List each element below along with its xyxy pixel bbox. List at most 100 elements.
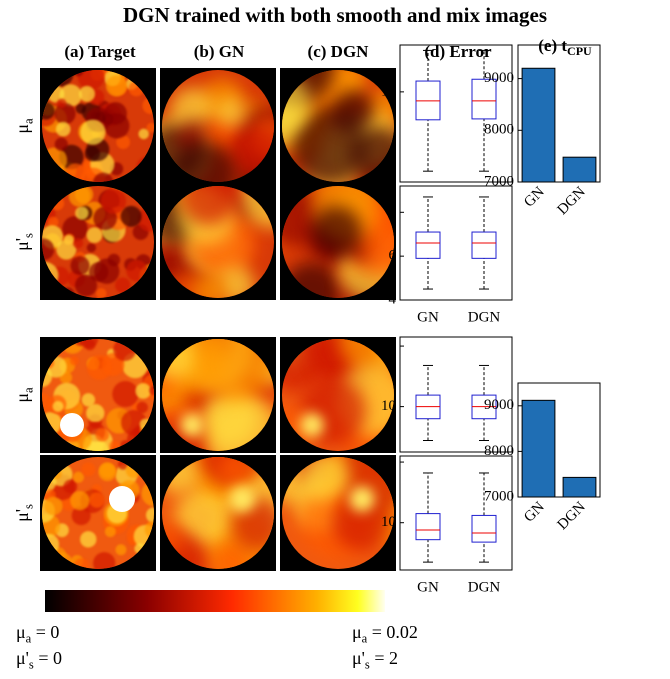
x-tick-label: DGN [468,309,501,325]
blob [94,258,120,284]
inclusion [300,413,324,437]
blob [93,172,114,182]
subscript: a [362,631,368,645]
blob [120,205,142,227]
blob [171,142,237,182]
subscript: a [21,118,35,124]
colorbar [45,590,385,612]
blob [95,428,110,442]
blob [71,506,91,526]
blob [42,392,53,416]
subscript: a [26,631,32,645]
blob [42,513,61,539]
symbol-label: μa = 0 [16,622,59,645]
blob [80,119,106,145]
bar [562,476,597,498]
bar [521,67,556,183]
box [471,78,497,120]
y-tick-label: 8 [389,204,397,220]
panel-frame [517,44,601,183]
symbol: μ [352,622,362,642]
blob [89,492,105,508]
y-tick-label: 8000 [484,122,514,138]
blob [146,122,154,133]
y-tick-label: 20 [381,338,396,354]
inclusion [109,486,135,512]
y-tick-label: 7000 [484,488,514,504]
blob [70,256,90,276]
blob [170,87,214,131]
heatmap [282,457,394,569]
y-tick-label: 5 [389,173,397,189]
blob [56,98,67,109]
subscript: s [21,504,35,509]
inclusion [180,413,204,437]
blob [86,243,97,253]
panel-frame [399,185,513,301]
panel-frame [399,44,513,183]
y-tick-label: 10 [381,83,396,99]
blob [145,507,154,523]
box [415,231,441,259]
symbol-rest: = 0 [34,648,62,668]
symbol-label: μa = 0.02 [352,622,418,645]
y-tick-label: 6 [389,248,397,264]
y-tick-label: 8000 [484,443,514,459]
blob [52,400,64,412]
inclusion [60,413,84,437]
blob [63,479,78,494]
panel-frame [399,455,513,571]
y-tick-label: 7000 [484,173,514,189]
blob [115,277,131,293]
x-tick-label: DGN [468,579,501,595]
blob [86,227,103,244]
blob [196,339,274,402]
title: DGN trained with both smooth and mix ima… [123,3,547,27]
blob [72,237,84,249]
symbol: μ' [12,238,32,251]
blob [105,75,128,97]
blob [93,552,116,569]
y-tick-label: 9000 [484,397,514,413]
blob [126,259,148,282]
symbol-label: μa [12,118,35,134]
blob [100,188,127,214]
y-tick-label: 10 [381,514,396,530]
column-header: (b) GN [194,42,245,61]
blob [104,526,116,538]
blob [138,128,149,140]
x-tick-label: GN [521,184,548,211]
y-tick-label: 4 [389,291,397,307]
blob [115,544,127,556]
blob [55,121,71,137]
blob [73,558,90,569]
inclusion [349,486,375,512]
symbol-label: μ's = 2 [352,648,398,671]
blob [86,403,105,423]
box [471,231,497,259]
symbol-rest: = 0 [31,622,59,642]
blob [135,383,151,399]
blob [112,380,139,408]
symbol: μ' [12,509,32,522]
blob [56,239,77,260]
y-tick-label: 20 [381,454,396,470]
blob [332,493,390,551]
blob [203,395,274,451]
column-header: (d) Error [424,42,492,61]
x-tick-label: GN [417,579,439,595]
subscript: s [365,657,370,671]
subscript: a [21,387,35,393]
blob [42,238,55,261]
bar [562,156,597,183]
heatmap [282,339,394,451]
blob [95,288,107,298]
blob [180,186,237,226]
symbol-rest: = 0.02 [367,622,418,642]
blob [136,401,148,414]
heatmap [162,457,274,569]
subscript: s [29,657,34,671]
symbol-label: μ's [12,504,35,522]
blob [75,206,89,220]
column-header: (e) tCPU [538,36,592,58]
